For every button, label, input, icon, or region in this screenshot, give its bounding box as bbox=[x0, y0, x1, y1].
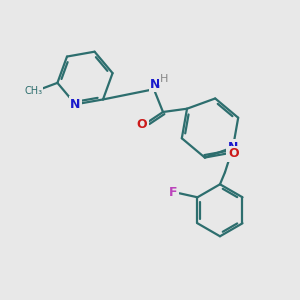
Text: N: N bbox=[150, 77, 160, 91]
Text: CH₃: CH₃ bbox=[24, 86, 43, 96]
Text: O: O bbox=[137, 118, 147, 130]
Text: N: N bbox=[228, 141, 238, 154]
Text: O: O bbox=[229, 147, 239, 160]
Text: H: H bbox=[160, 74, 168, 84]
Text: N: N bbox=[70, 98, 81, 111]
Text: F: F bbox=[169, 186, 178, 199]
